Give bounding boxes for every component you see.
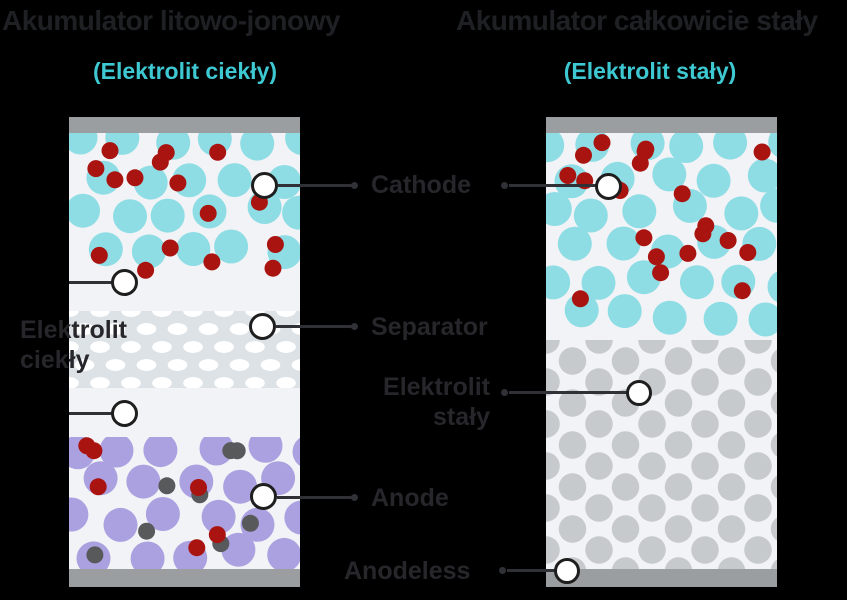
anodeless-label: Anodeless xyxy=(344,557,471,585)
current-collector-bottom-left xyxy=(69,569,300,587)
cathode-marker-left xyxy=(251,172,278,199)
liquid-electrolyte-label-line1: Elektrolit xyxy=(20,316,127,344)
anode-line-dot xyxy=(351,494,358,501)
liquid-electrolyte-marker-upper xyxy=(111,269,138,296)
right-panel-subtitle: (Elektrolit stały) xyxy=(563,58,737,84)
cathode-particles-right xyxy=(546,133,777,337)
cathode-line-dot-right xyxy=(501,182,508,189)
cathode-particles-left xyxy=(69,133,300,279)
cathode-line-right xyxy=(509,184,596,187)
solid-electrolyte-layer xyxy=(546,340,777,569)
current-collector-top-right xyxy=(546,117,777,133)
left-panel-title: Akumulator litowo-jonowy xyxy=(2,5,341,36)
cathode-line-left xyxy=(278,184,352,187)
anodeless-line-dot xyxy=(499,567,506,574)
anode-label: Anode xyxy=(371,484,449,512)
cathode-line-dot-left xyxy=(351,182,358,189)
solid-electrolyte-line-dot xyxy=(501,389,508,396)
separator-line-dot xyxy=(351,323,358,330)
solid-electrolyte-label-line1: Elektrolit xyxy=(383,373,490,401)
current-collector-bottom-right xyxy=(546,569,777,587)
cathode-label: Cathode xyxy=(371,171,471,199)
anode-marker xyxy=(250,483,277,510)
solid-electrolyte-line xyxy=(509,391,627,394)
solid-electrolyte-label: Elektrolit stały xyxy=(360,372,490,432)
right-battery-diagram xyxy=(546,117,777,587)
liquid-electrolyte-label: Elektrolit ciekły xyxy=(20,315,127,375)
liquid-electrolyte-line-upper xyxy=(69,281,112,284)
right-panel-title: Akumulator całkowicie stały xyxy=(456,5,818,36)
separator-label: Separator xyxy=(371,313,488,341)
cathode-marker-right xyxy=(595,173,622,200)
separator-marker xyxy=(249,313,276,340)
liquid-electrolyte-marker-lower xyxy=(111,400,138,427)
liquid-electrolyte-label-line2: ciekły xyxy=(20,346,90,374)
anode-line xyxy=(277,496,352,499)
solid-electrolyte-marker xyxy=(626,380,652,406)
solid-electrolyte-label-line2: stały xyxy=(433,403,490,431)
anode-particles-left xyxy=(69,437,300,571)
anodeless-marker xyxy=(554,558,580,584)
separator-line xyxy=(276,325,352,328)
left-panel-subtitle: (Elektrolit ciekły) xyxy=(92,58,278,84)
anodeless-line xyxy=(507,569,555,572)
current-collector-top-left xyxy=(69,117,300,133)
liquid-electrolyte-line-lower xyxy=(69,412,112,415)
